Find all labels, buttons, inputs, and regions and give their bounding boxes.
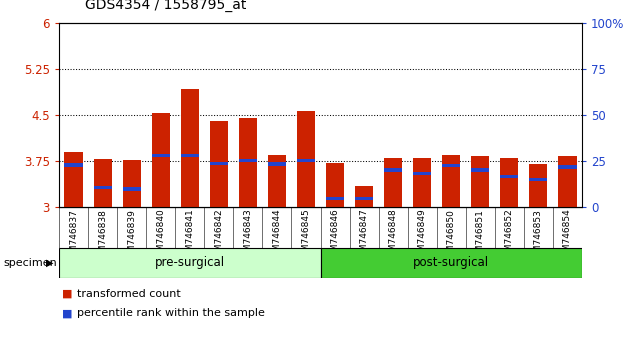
Bar [471, 156, 489, 207]
Bar [326, 163, 344, 207]
Bar [529, 178, 547, 181]
Text: GSM746847: GSM746847 [360, 209, 369, 263]
Bar [239, 159, 257, 162]
Text: GSM746851: GSM746851 [476, 209, 485, 264]
Bar [442, 164, 460, 167]
Text: GSM746841: GSM746841 [185, 209, 194, 263]
Text: GSM746842: GSM746842 [214, 209, 223, 263]
Text: GSM746854: GSM746854 [563, 209, 572, 263]
Bar [413, 158, 431, 207]
Text: GSM746839: GSM746839 [127, 209, 136, 264]
Bar [181, 89, 199, 207]
Text: GSM746845: GSM746845 [301, 209, 310, 263]
Text: percentile rank within the sample: percentile rank within the sample [77, 308, 265, 318]
Bar [384, 158, 402, 207]
Bar [268, 162, 286, 166]
FancyBboxPatch shape [59, 248, 320, 278]
Bar [152, 113, 170, 207]
Bar [122, 187, 140, 190]
Text: GSM746843: GSM746843 [244, 209, 253, 263]
Text: pre-surgical: pre-surgical [154, 256, 225, 269]
Bar [558, 165, 576, 169]
Bar [558, 156, 576, 207]
Bar [210, 162, 228, 165]
Bar [355, 185, 373, 207]
Text: GSM746853: GSM746853 [534, 209, 543, 264]
Bar [94, 185, 112, 189]
Bar [384, 169, 402, 172]
Bar [413, 171, 431, 175]
Bar [326, 197, 344, 200]
FancyBboxPatch shape [320, 248, 582, 278]
Text: GSM746848: GSM746848 [388, 209, 397, 263]
Text: GSM746840: GSM746840 [156, 209, 165, 263]
Text: GSM746849: GSM746849 [418, 209, 427, 263]
Bar [210, 121, 228, 207]
Text: GDS4354 / 1558795_at: GDS4354 / 1558795_at [85, 0, 246, 12]
Bar [268, 155, 286, 207]
Text: GSM746844: GSM746844 [272, 209, 281, 263]
Bar [181, 154, 199, 158]
Bar [152, 154, 170, 158]
Text: GSM746846: GSM746846 [331, 209, 340, 263]
Bar [297, 159, 315, 162]
Text: specimen: specimen [3, 258, 57, 268]
Bar [529, 164, 547, 207]
Bar [471, 169, 489, 172]
Bar [355, 197, 373, 200]
Text: ▶: ▶ [46, 258, 54, 268]
Text: post-surgical: post-surgical [413, 256, 489, 269]
Text: GSM746838: GSM746838 [98, 209, 107, 264]
Bar [239, 118, 257, 207]
Text: transformed count: transformed count [77, 289, 181, 299]
Bar [122, 160, 140, 207]
Text: ■: ■ [62, 308, 72, 318]
Text: GSM746852: GSM746852 [505, 209, 514, 263]
Bar [94, 159, 112, 207]
Bar [501, 175, 519, 178]
Text: GSM746850: GSM746850 [447, 209, 456, 264]
Bar [65, 152, 83, 207]
Bar [65, 163, 83, 167]
Text: ■: ■ [62, 289, 72, 299]
Bar [501, 158, 519, 207]
Text: GSM746837: GSM746837 [69, 209, 78, 264]
Bar [442, 155, 460, 207]
Bar [297, 111, 315, 207]
